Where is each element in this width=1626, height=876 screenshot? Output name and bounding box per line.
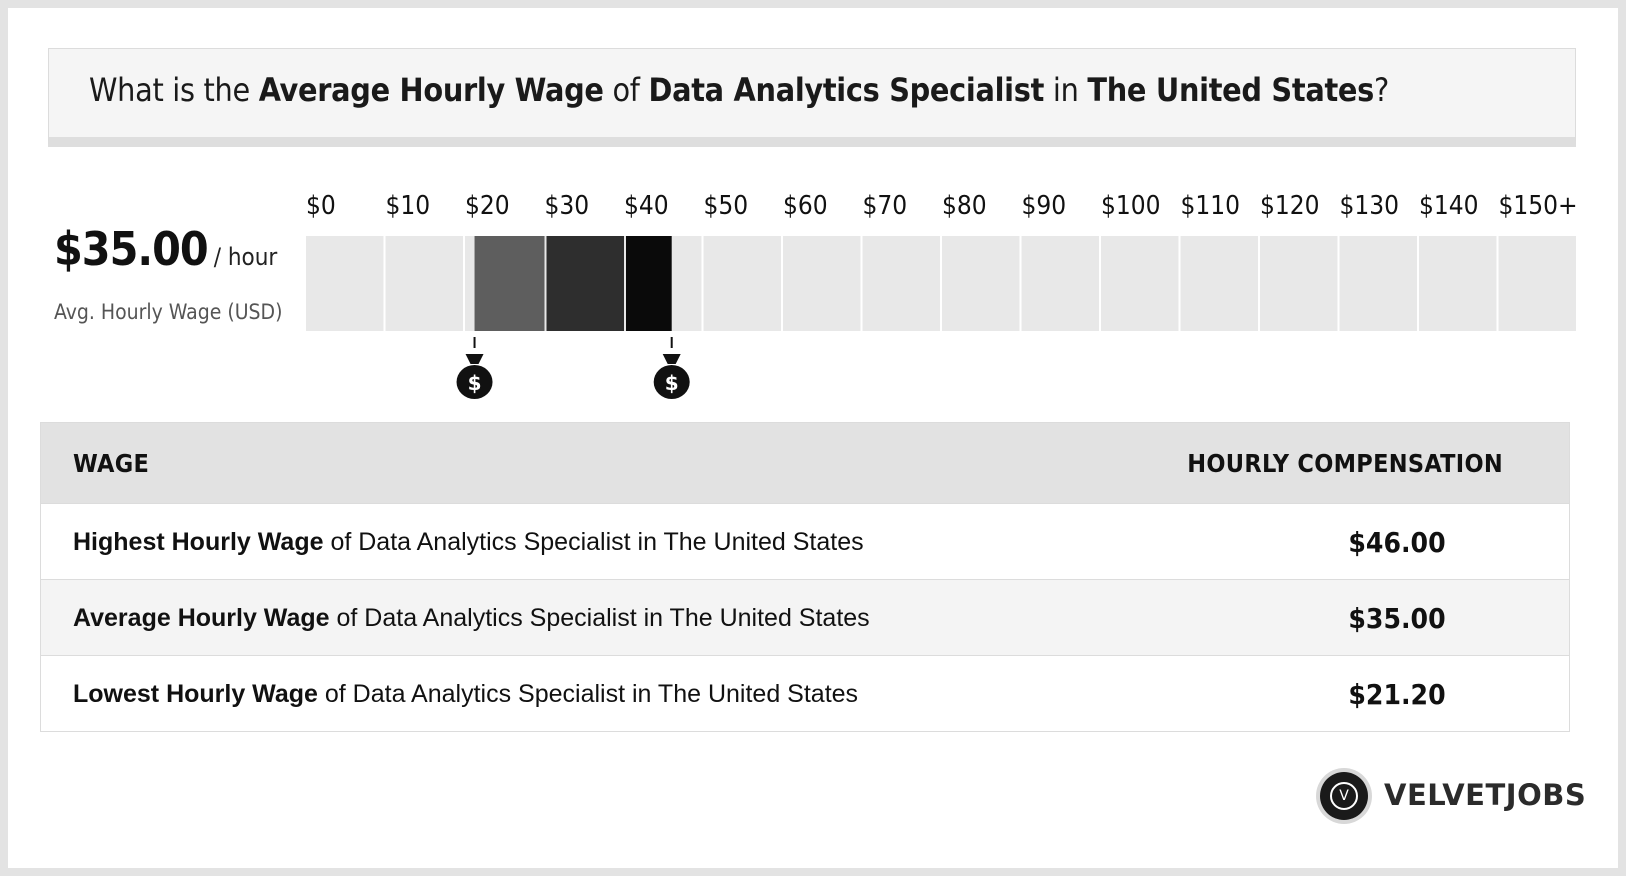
row-label-bold: Average Hourly Wage — [73, 604, 330, 632]
brand-name: VELVETJOBS — [1384, 778, 1587, 812]
scale-segment — [862, 236, 940, 331]
wage-table: WAGE HOURLY COMPENSATION Highest Hourly … — [40, 422, 1570, 732]
scale-segment — [1021, 236, 1099, 331]
scale-segment — [1101, 236, 1179, 331]
question-in: in — [1044, 71, 1088, 109]
tick-label: $120 — [1260, 191, 1320, 221]
scale-segment — [385, 236, 463, 331]
question-metric: Average Hourly Wage — [258, 71, 604, 109]
question-prefix: What is the — [89, 71, 259, 109]
svg-text:$: $ — [468, 371, 482, 395]
tick-label: $140 — [1419, 191, 1479, 221]
scale-segment — [942, 236, 1020, 331]
scale-segment — [703, 236, 781, 331]
row-label: Average Hourly Wage of Data Analytics Sp… — [73, 604, 870, 633]
tick-label: $150+ — [1499, 191, 1578, 221]
tick-label: $70 — [863, 191, 908, 221]
scale-segment — [1180, 236, 1258, 331]
tick-label: $100 — [1101, 191, 1161, 221]
tick-label: $80 — [942, 191, 987, 221]
scale-segment — [783, 236, 861, 331]
tick-label: $130 — [1340, 191, 1400, 221]
range-bar — [474, 236, 545, 331]
table-row-average: Average Hourly Wage of Data Analytics Sp… — [41, 579, 1569, 655]
question-header: What is the Average Hourly Wage of Data … — [48, 48, 1576, 147]
velvetjobs-logo[interactable]: V VELVETJOBS — [1320, 772, 1586, 828]
tick-label: $40 — [624, 191, 669, 221]
question-text: What is the Average Hourly Wage of Data … — [89, 71, 1389, 109]
scale-segment — [1419, 236, 1497, 331]
table-row-highest: Highest Hourly Wage of Data Analytics Sp… — [41, 503, 1569, 579]
money-bag-icon: $ — [653, 354, 690, 399]
row-label-bold: Lowest Hourly Wage — [73, 680, 318, 708]
tick-label: $110 — [1181, 191, 1241, 221]
row-label-bold: Highest Hourly Wage — [73, 528, 324, 556]
range-bar — [626, 236, 672, 331]
column-header-compensation: HOURLY COMPENSATION — [1187, 449, 1503, 478]
question-location: The United States — [1087, 71, 1374, 109]
money-bag-icon: $ — [456, 354, 493, 399]
average-wage-block: $35.00/ hour — [54, 222, 277, 276]
tick-label: $50 — [704, 191, 749, 221]
tick-label: $30 — [545, 191, 590, 221]
row-label: Highest Hourly Wage of Data Analytics Sp… — [73, 528, 864, 557]
logo-badge-icon: V — [1320, 772, 1368, 820]
scale-segment — [1339, 236, 1417, 331]
average-wage-unit: / hour — [213, 243, 278, 271]
column-header-wage: WAGE — [73, 449, 150, 478]
svg-text:$: $ — [665, 371, 679, 395]
row-label-rest: of Data Analytics Specialist in The Unit… — [317, 680, 859, 708]
table-header: WAGE HOURLY COMPENSATION — [41, 423, 1569, 503]
scale-segment — [306, 236, 384, 331]
scale-segment — [1498, 236, 1576, 331]
logo-letter: V — [1330, 782, 1358, 810]
question-job-title: Data Analytics Specialist — [648, 71, 1045, 109]
row-label-rest: of Data Analytics Specialist in The Unit… — [323, 528, 864, 556]
table-row-lowest: Lowest Hourly Wage of Data Analytics Spe… — [41, 655, 1569, 731]
tick-label: $10 — [386, 191, 431, 221]
range-bar — [546, 236, 624, 331]
question-mark: ? — [1374, 71, 1389, 109]
scale-segment — [1260, 236, 1338, 331]
question-of: of — [603, 71, 649, 109]
row-value: $46.00 — [1348, 526, 1446, 559]
wage-range-chart: $0 $10 $20 $30 $40 $50 $60 $70 $80 $90 $100 $110 $12… — [306, 191, 1578, 399]
row-value: $35.00 — [1348, 602, 1446, 635]
average-wage-label: Avg. Hourly Wage (USD) — [54, 300, 283, 324]
row-value: $21.20 — [1348, 678, 1446, 711]
tick-label: $0 — [306, 191, 336, 221]
tick-label: $60 — [783, 191, 828, 221]
tick-label: $20 — [465, 191, 510, 221]
tick-label: $90 — [1022, 191, 1067, 221]
row-label: Lowest Hourly Wage of Data Analytics Spe… — [73, 680, 858, 709]
row-label-rest: of Data Analytics Specialist in The Unit… — [329, 604, 870, 632]
average-wage-value: $35.00 — [54, 222, 209, 276]
